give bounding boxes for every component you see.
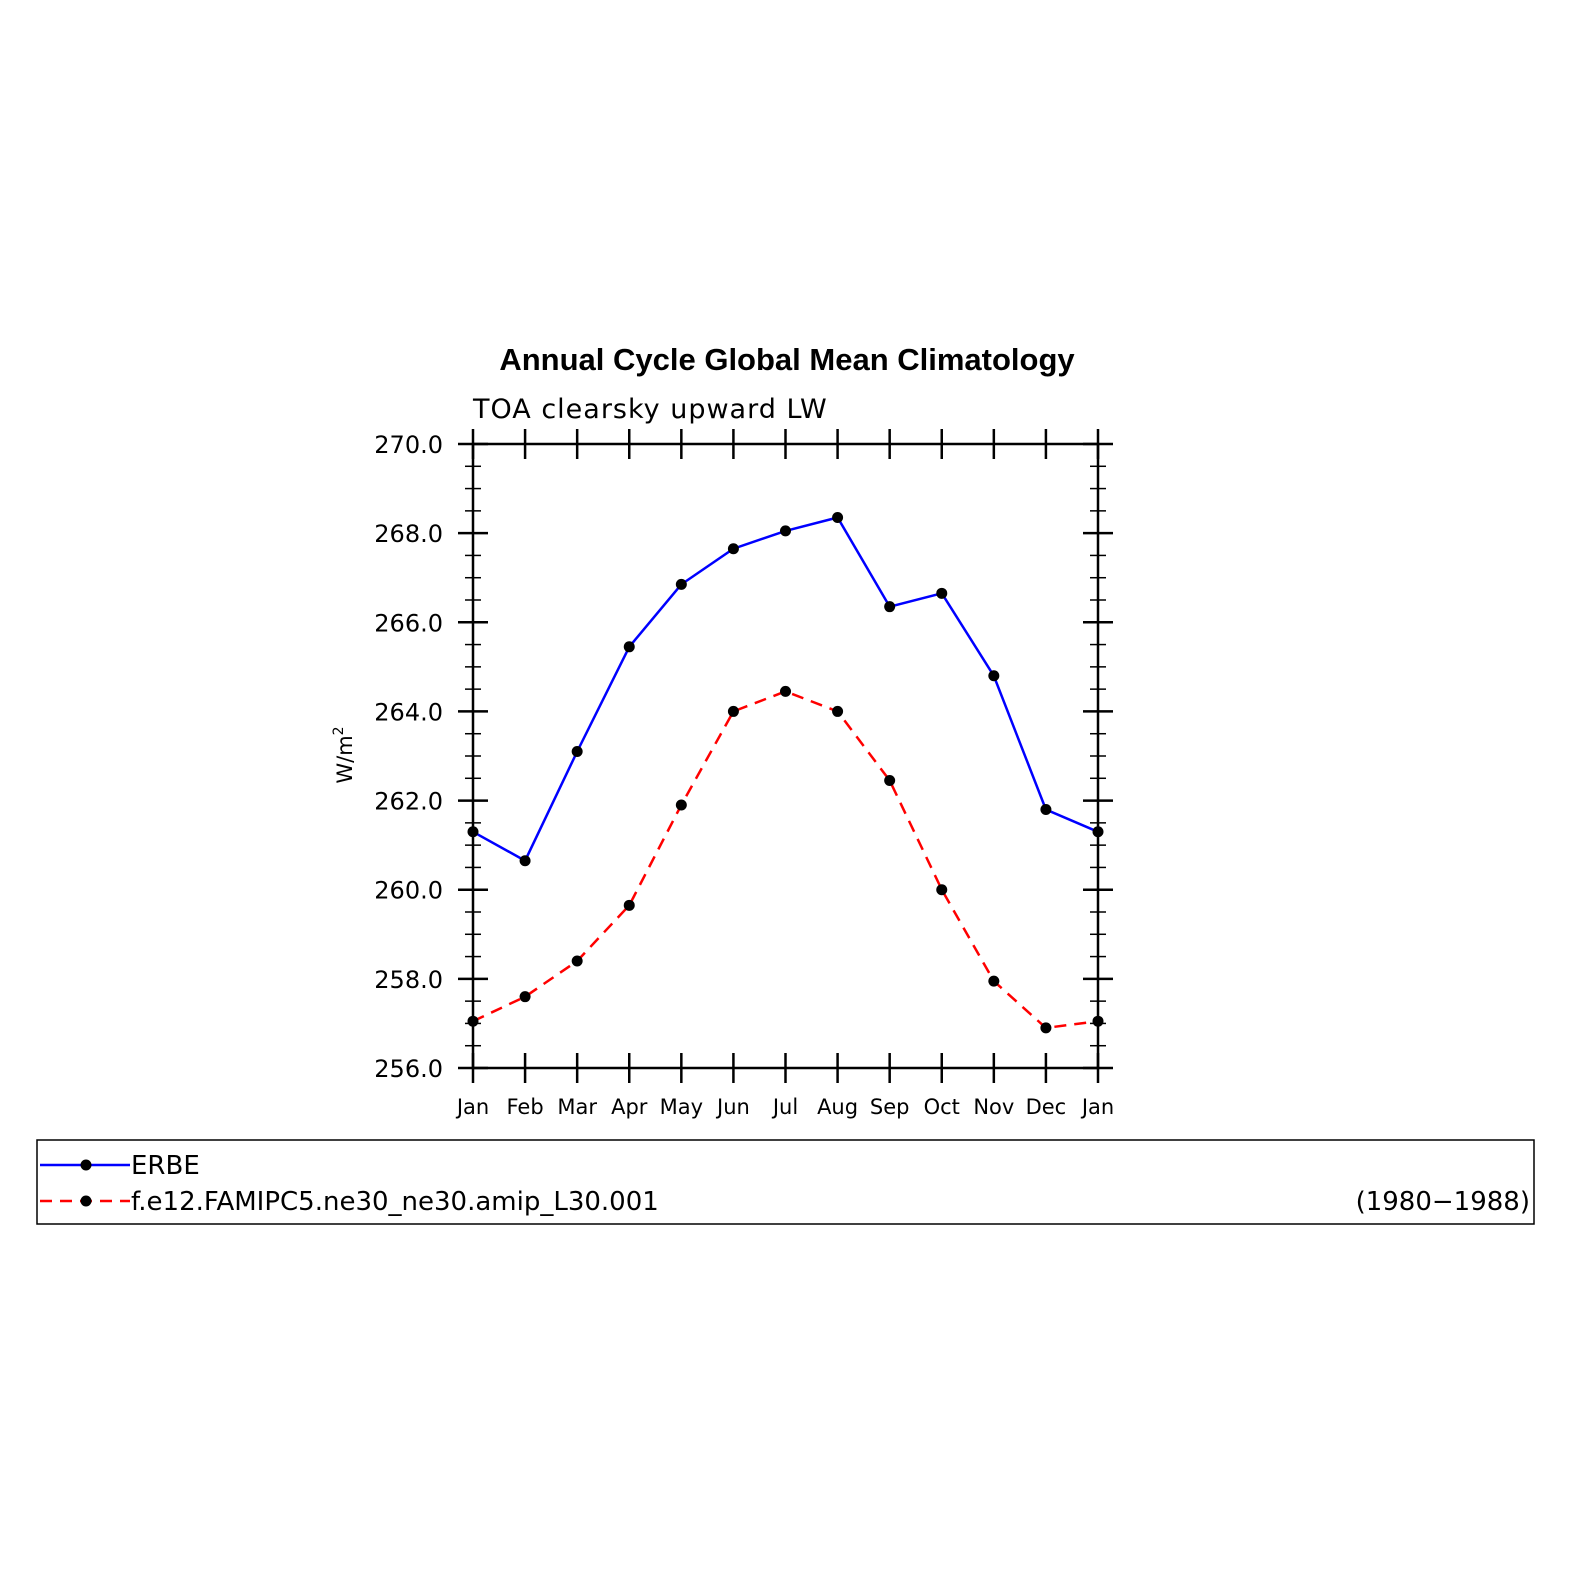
- legend-box: [36, 1139, 1535, 1225]
- y-tick-label: 256.0: [374, 1055, 443, 1083]
- y-axis-label-superscript: 2: [331, 726, 347, 735]
- y-tick-label: 268.0: [374, 520, 443, 548]
- x-tick-label: Jul: [771, 1095, 798, 1119]
- y-tick-label: 266.0: [374, 609, 443, 637]
- x-tick-label: Sep: [870, 1095, 910, 1119]
- x-tick-label: Jan: [455, 1095, 489, 1119]
- data-point: [988, 975, 1000, 987]
- data-point: [623, 641, 635, 653]
- data-point: [988, 670, 1000, 682]
- data-point: [727, 543, 739, 555]
- chart-title: Annual Cycle Global Mean Climatology: [499, 342, 1075, 377]
- x-tick-label: Oct: [924, 1095, 960, 1119]
- series-line-1: [472, 690, 1099, 1030]
- legend-marker-model: [80, 1195, 92, 1207]
- y-tick-label: 260.0: [374, 877, 443, 905]
- data-point: [519, 855, 531, 867]
- x-tick-label: Jun: [715, 1095, 750, 1119]
- chart-subtitle: TOA clearsky upward LW: [472, 394, 828, 425]
- x-tick-label: Apr: [611, 1095, 648, 1119]
- data-point: [780, 685, 791, 697]
- data-point: [675, 799, 687, 811]
- y-axis-label-unit: W/m: [333, 735, 357, 783]
- data-point: [832, 705, 844, 717]
- data-point: [1092, 1015, 1104, 1027]
- x-tick-label: May: [660, 1095, 703, 1119]
- data-point: [571, 746, 583, 758]
- y-tick-label: 264.0: [374, 698, 443, 726]
- data-point: [467, 1015, 479, 1027]
- data-point: [1092, 826, 1104, 838]
- plot-area: Jan Feb Mar Apr May Jun Jul Aug Sep Oct Nov Dec Jan 2…: [374, 429, 1114, 1119]
- legend-note-years: (1980−1988): [1356, 1187, 1530, 1217]
- y-axis-label: W/m2: [331, 726, 357, 783]
- data-point: [1040, 803, 1052, 815]
- data-point: [936, 587, 948, 599]
- data-point: [884, 601, 896, 613]
- data-point: [623, 899, 635, 911]
- x-tick-label: Aug: [817, 1095, 858, 1119]
- legend-label-model: f.e12.FAMIPC5.ne30_ne30.amip_L30.001: [131, 1187, 659, 1217]
- x-tick-label: Mar: [557, 1095, 597, 1119]
- x-tick-label: Jan: [1080, 1095, 1114, 1119]
- x-tick-label: Nov: [973, 1095, 1014, 1119]
- y-tick-label: 270.0: [374, 431, 443, 459]
- data-point: [1040, 1022, 1052, 1034]
- plot-frame: [471, 442, 1100, 1070]
- y-tick-label: 262.0: [374, 788, 443, 816]
- data-point: [519, 991, 531, 1003]
- y-tick-label: 258.0: [374, 966, 443, 994]
- legend-label-erbe: ERBE: [131, 1151, 200, 1181]
- data-point: [727, 705, 739, 717]
- data-point: [675, 578, 687, 590]
- x-tick-label: Feb: [506, 1095, 543, 1119]
- data-point: [467, 826, 479, 838]
- data-point: [780, 525, 791, 537]
- legend-marker-erbe: [80, 1159, 92, 1171]
- data-point: [884, 775, 896, 787]
- x-tick-label: Dec: [1026, 1095, 1067, 1119]
- data-point: [936, 884, 948, 896]
- data-point: [571, 955, 583, 967]
- data-point: [832, 512, 844, 524]
- legend: ERBE f.e12.FAMIPC5.ne30_ne30.amip_L30.00…: [36, 1139, 1535, 1225]
